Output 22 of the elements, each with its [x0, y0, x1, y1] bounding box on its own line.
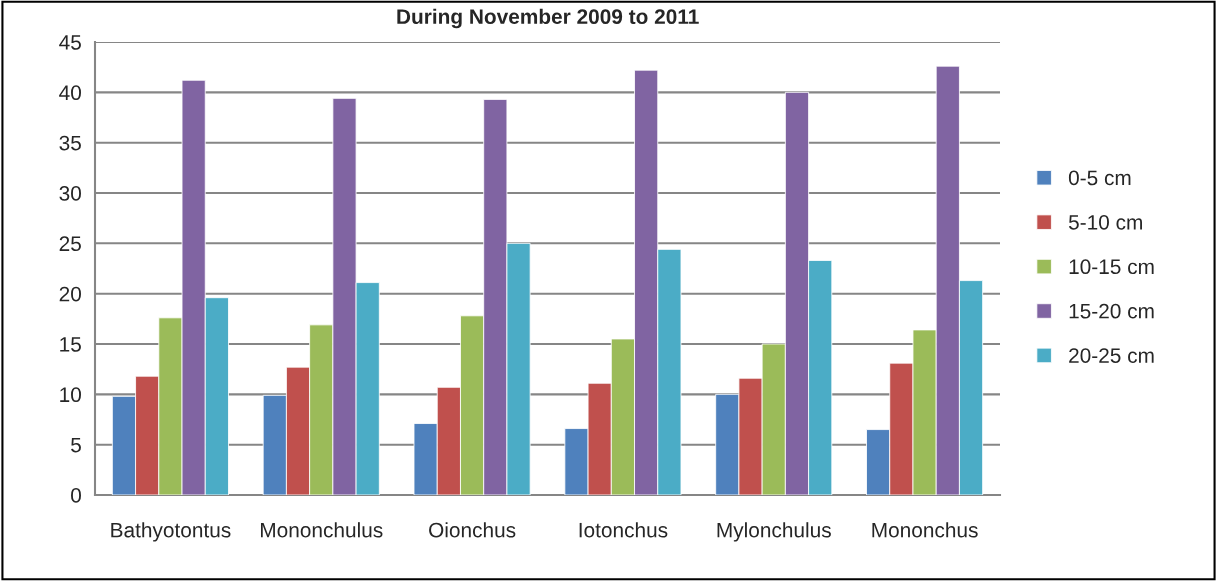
x-tick-label: Mylonchulus [717, 522, 831, 542]
chart-title: During November 2009 to 2011 [397, 8, 699, 29]
legend-label: 15-20 cm [1069, 303, 1154, 319]
y-tick-label: 0 [71, 488, 81, 503]
legend-label: 20-25 cm [1069, 348, 1154, 363]
y-tick-label: 20 [59, 286, 81, 302]
y-tick-label: 35 [59, 135, 81, 151]
y-tick-label: 30 [59, 186, 81, 201]
y-tick-label: 25 [59, 236, 81, 252]
x-tick-label: Mononchus [872, 522, 978, 538]
x-tick-label: Oionchus [429, 522, 516, 538]
x-tick-label: Mononchulus [261, 522, 383, 538]
y-tick-label: 15 [60, 337, 81, 352]
legend-label: 10-15 cm [1069, 259, 1154, 275]
legend-label: 5-10 cm [1068, 214, 1142, 230]
y-tick-label: 10 [60, 387, 81, 403]
y-tick-label: 45 [59, 35, 81, 50]
legend-label: 0-5 cm [1068, 170, 1131, 186]
x-tick-label: Bathyotontus [111, 522, 231, 542]
x-tick-label: Iotonchus [579, 522, 668, 538]
y-tick-label: 40 [59, 85, 81, 101]
y-tick-label: 5 [71, 437, 81, 453]
